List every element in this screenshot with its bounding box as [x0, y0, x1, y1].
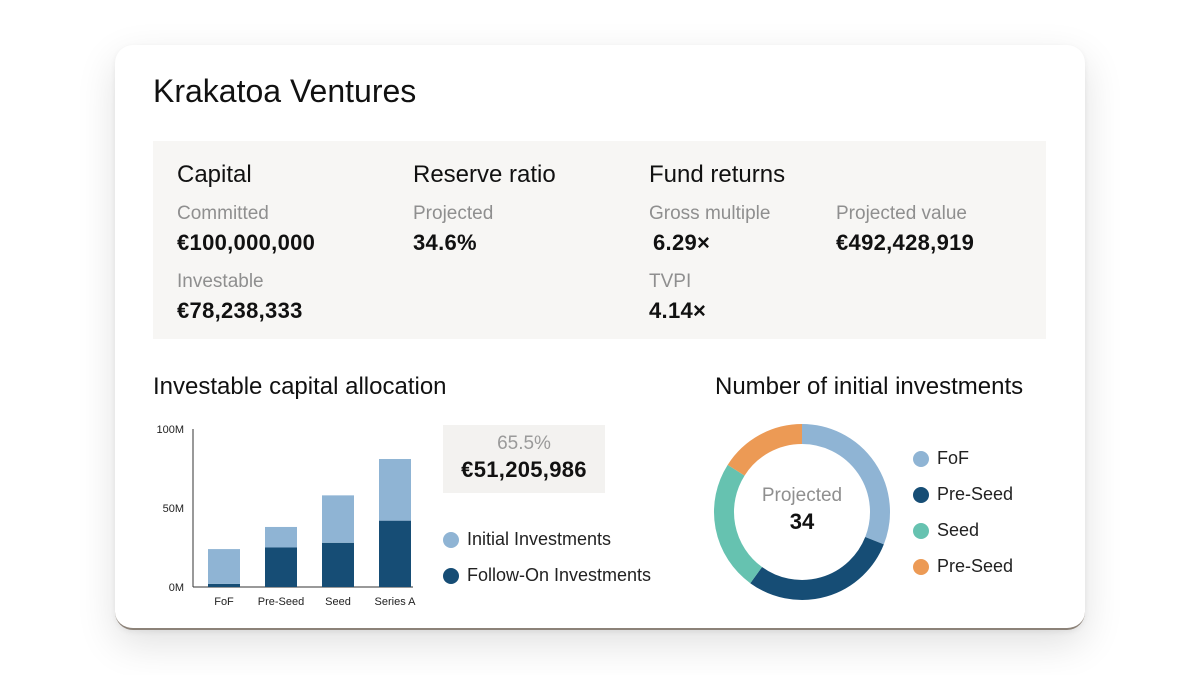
- donut-slice-pre-seed: [750, 536, 884, 600]
- legend-label: Seed: [937, 520, 980, 540]
- legend-dot-seed: [913, 522, 929, 539]
- legend-label: FoF: [937, 448, 970, 468]
- donut-slice-seed: [714, 464, 763, 584]
- x-tick-label: Pre-Seed: [258, 596, 304, 608]
- bar-segment-follow-on-investments: [208, 583, 240, 587]
- tvpi-label: TVPI: [649, 271, 692, 292]
- donut-center: Projected 34: [742, 485, 862, 535]
- bar-segment-follow-on-investments: [379, 520, 411, 587]
- donut-center-label: Projected: [761, 485, 843, 506]
- projected-value-label: Projected value: [836, 203, 967, 224]
- legend-pre-seed-2: Pre-Seed: [913, 556, 1013, 577]
- legend-label: Follow-On Investments: [467, 565, 652, 585]
- bar-segment-follow-on-investments: [265, 547, 297, 587]
- bar-segment-initial-investments: [379, 459, 411, 521]
- legend-label: Initial Investments: [467, 529, 612, 549]
- y-tick-label: 50M: [163, 503, 184, 515]
- legend-dot-initial: [443, 531, 459, 548]
- committed-label: Committed: [177, 203, 269, 224]
- initial-investments-donut: [714, 424, 890, 600]
- fund-card: Krakatoa Ventures Capital Committed €100…: [115, 45, 1085, 630]
- gross-multiple-label: Gross multiple: [649, 203, 771, 224]
- legend-initial-investments: Initial Investments: [443, 529, 611, 550]
- tvpi-value: 4.14×: [649, 298, 707, 323]
- allocation-bar-chart: 0M 50M 100M FoF Pre-Seed Seed Series A: [156, 424, 417, 608]
- donut-slice-fof: [801, 424, 890, 545]
- legend-dot-fof: [913, 450, 929, 467]
- reserve-projected-label: Projected: [413, 203, 494, 224]
- projected-value-amount: €492,428,919: [836, 230, 975, 255]
- allocation-callout: 65.5% €51,205,986: [443, 425, 605, 493]
- legend-label: Pre-Seed: [937, 484, 1014, 504]
- legend-dot-pre-seed: [913, 486, 929, 503]
- bar-segment-initial-investments: [322, 495, 354, 543]
- gross-multiple-value: 6.29×: [653, 230, 711, 255]
- fund-title: Krakatoa Ventures: [153, 73, 417, 109]
- x-tick-label: FoF: [214, 596, 234, 608]
- initial-investments-title: Number of initial investments: [715, 373, 1024, 400]
- legend-follow-on-investments: Follow-On Investments: [443, 565, 651, 586]
- allocation-title: Investable capital allocation: [153, 373, 447, 400]
- x-tick-label: Series A: [375, 596, 417, 608]
- reserve-projected-value: 34.6%: [413, 230, 477, 255]
- bar-segment-follow-on-investments: [322, 542, 354, 587]
- callout-amount: €51,205,986: [461, 457, 587, 482]
- donut-slice-pre-seed: [727, 424, 803, 476]
- y-tick-label: 100M: [156, 424, 184, 436]
- investable-value: €78,238,333: [177, 298, 303, 323]
- reserve-heading: Reserve ratio: [413, 161, 556, 188]
- donut-center-value: 34: [789, 509, 815, 534]
- legend-pre-seed: Pre-Seed: [913, 484, 1013, 505]
- y-tick-label: 0M: [169, 582, 184, 594]
- committed-value: €100,000,000: [177, 230, 316, 255]
- metrics-panel: Capital Committed €100,000,000 Investabl…: [153, 141, 1046, 339]
- legend-dot-pre-seed-2: [913, 558, 929, 575]
- capital-heading: Capital: [177, 161, 252, 188]
- legend-seed: Seed: [913, 520, 979, 541]
- investable-label: Investable: [177, 271, 264, 292]
- returns-heading: Fund returns: [649, 161, 786, 188]
- callout-percent: 65.5%: [497, 433, 551, 454]
- x-tick-label: Seed: [325, 596, 351, 608]
- bar-segment-initial-investments: [265, 526, 297, 548]
- legend-fof: FoF: [913, 448, 969, 469]
- legend-dot-follow-on: [443, 567, 459, 584]
- legend-label: Pre-Seed: [937, 556, 1014, 576]
- bar-segment-initial-investments: [208, 549, 240, 584]
